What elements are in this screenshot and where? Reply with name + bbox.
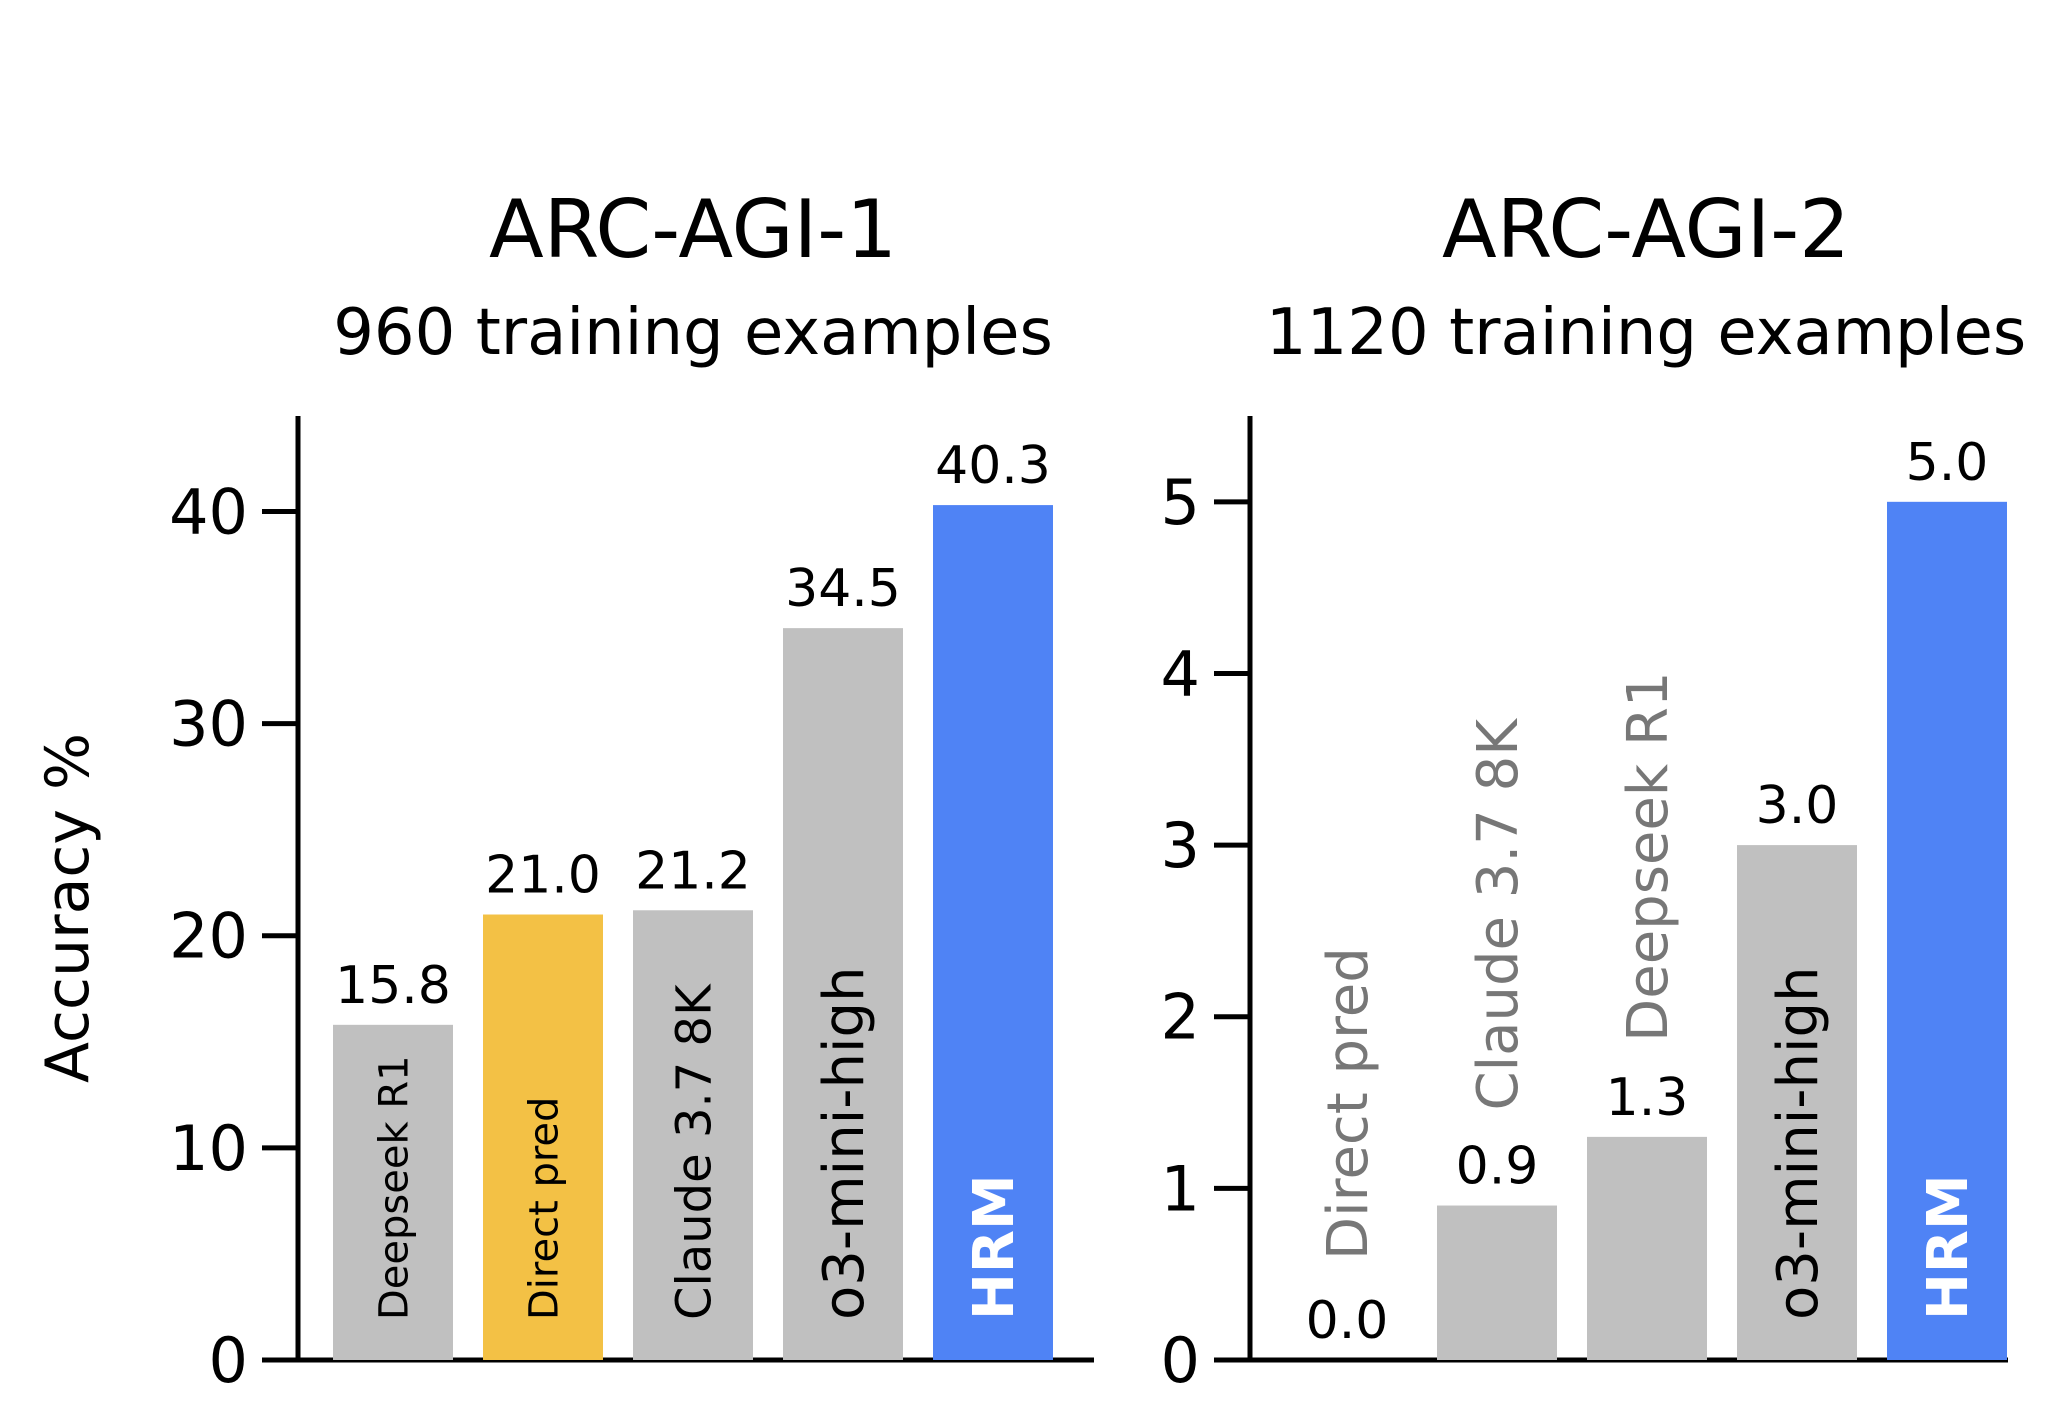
bar-category-label: HRM	[962, 1174, 1027, 1320]
bar-4	[1737, 845, 1857, 1360]
bar-2	[1437, 1205, 1557, 1360]
bar-category-label: Deepseek R1	[1616, 671, 1681, 1041]
chart-title: ARC-AGI-1	[489, 183, 897, 276]
bar-5	[1887, 501, 2007, 1360]
bar-category-label: Direct pred	[1316, 947, 1381, 1260]
y-axis-label: Accuracy %	[33, 733, 103, 1083]
bar-value-label: 1.3	[1606, 1068, 1689, 1128]
bar-4	[783, 628, 903, 1360]
y-tick-label: 20	[169, 900, 248, 973]
chart-subtitle: 960 training examples	[333, 296, 1053, 370]
chart-panel-2: ARC-AGI-2 1120 training examples 0 1 2 3 4 5 0.0…	[1161, 183, 2027, 1397]
bar-category-label: Deepseek R1	[371, 1055, 417, 1320]
y-tick-label: 30	[169, 688, 248, 761]
y-tick-label: 1	[1161, 1152, 1200, 1225]
bar-value-label: 0.0	[1306, 1291, 1389, 1351]
bar-3	[1587, 1136, 1707, 1360]
chart-title: ARC-AGI-2	[1442, 183, 1850, 276]
bar-2	[483, 914, 603, 1360]
bar-category-label: Direct pred	[521, 1097, 567, 1320]
y-tick-label: 2	[1161, 981, 1200, 1054]
y-tick-label: 4	[1161, 637, 1200, 710]
y-tick-label: 3	[1161, 809, 1200, 882]
bar-value-label: 5.0	[1906, 433, 1989, 493]
bar-category-label: Claude 3.7 8K	[666, 983, 722, 1320]
y-tick-label: 0	[209, 1324, 248, 1397]
bar-value-label: 40.3	[935, 436, 1051, 496]
bar-value-label: 3.0	[1756, 776, 1839, 836]
bar-value-label: 21.2	[635, 841, 751, 901]
y-tick-label: 5	[1161, 466, 1200, 539]
bar-value-label: 21.0	[485, 846, 601, 906]
y-tick-label: 40	[169, 475, 248, 548]
y-tick-label: 0	[1161, 1324, 1200, 1397]
bar-value-label: 0.9	[1456, 1137, 1539, 1197]
chart-panel-1: ARC-AGI-1 960 training examples Accuracy %…	[33, 183, 1094, 1397]
bar-category-label: HRM	[1916, 1174, 1981, 1320]
chart-subtitle: 1120 training examples	[1266, 296, 2026, 370]
bar-3	[633, 910, 753, 1360]
bar-value-label: 34.5	[785, 559, 901, 619]
bar-1	[333, 1024, 453, 1360]
bar-5	[933, 505, 1053, 1360]
y-tick-label: 10	[169, 1112, 248, 1185]
bar-category-label: o3-mini-high	[812, 966, 877, 1320]
bar-category-label: o3-mini-high	[1766, 966, 1831, 1320]
bar-category-label: Claude 3.7 8K	[1466, 718, 1531, 1111]
bar-value-label: 15.8	[335, 956, 451, 1016]
